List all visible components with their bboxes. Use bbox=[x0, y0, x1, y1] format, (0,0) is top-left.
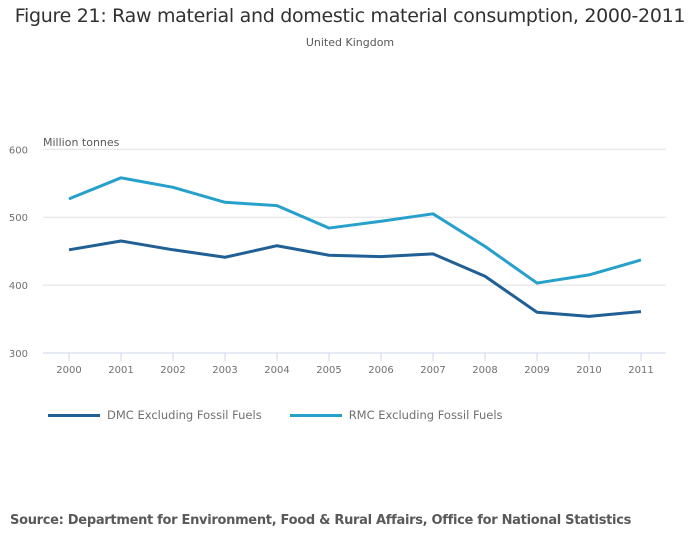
x-tick-label: 2000 bbox=[56, 365, 81, 376]
source-note: Source: Department for Environment, Food… bbox=[10, 513, 632, 528]
legend-label-dmc: DMC Excluding Fossil Fuels bbox=[107, 408, 262, 422]
legend: DMC Excluding Fossil Fuels RMC Excluding… bbox=[48, 408, 531, 422]
chart-title: Figure 21: Raw material and domestic mat… bbox=[14, 5, 686, 27]
y-tick-label: 500 bbox=[9, 213, 28, 224]
x-tick-label: 2003 bbox=[212, 365, 237, 376]
series-line-rmc[interactable] bbox=[68, 176, 642, 285]
x-tick-label: 2002 bbox=[160, 365, 185, 376]
y-tick-label: 300 bbox=[9, 349, 28, 360]
legend-swatch-dmc bbox=[48, 413, 100, 417]
series-line-dmc[interactable] bbox=[68, 239, 642, 318]
y-tick-label: 400 bbox=[9, 281, 28, 292]
x-tick-label: 2011 bbox=[628, 365, 653, 376]
y-tick-label: 600 bbox=[9, 145, 28, 156]
legend-label-rmc: RMC Excluding Fossil Fuels bbox=[348, 408, 503, 422]
y-axis-label: Million tonnes bbox=[43, 136, 120, 149]
x-tick-label: 2007 bbox=[420, 365, 445, 376]
x-tick-label: 2006 bbox=[368, 365, 393, 376]
x-tick-label: 2008 bbox=[472, 365, 497, 376]
x-tick-label: 2005 bbox=[316, 365, 341, 376]
x-tick-label: 2009 bbox=[524, 365, 549, 376]
x-tick-label: 2004 bbox=[264, 365, 289, 376]
x-tick-label: 2001 bbox=[108, 365, 133, 376]
legend-swatch-rmc bbox=[289, 413, 342, 417]
legend-item-dmc[interactable]: DMC Excluding Fossil Fuels bbox=[48, 408, 262, 422]
legend-item-rmc[interactable]: RMC Excluding Fossil Fuels bbox=[289, 408, 503, 422]
x-tick-label: 2010 bbox=[576, 365, 601, 376]
chart-subtitle: United Kingdom bbox=[305, 36, 395, 49]
